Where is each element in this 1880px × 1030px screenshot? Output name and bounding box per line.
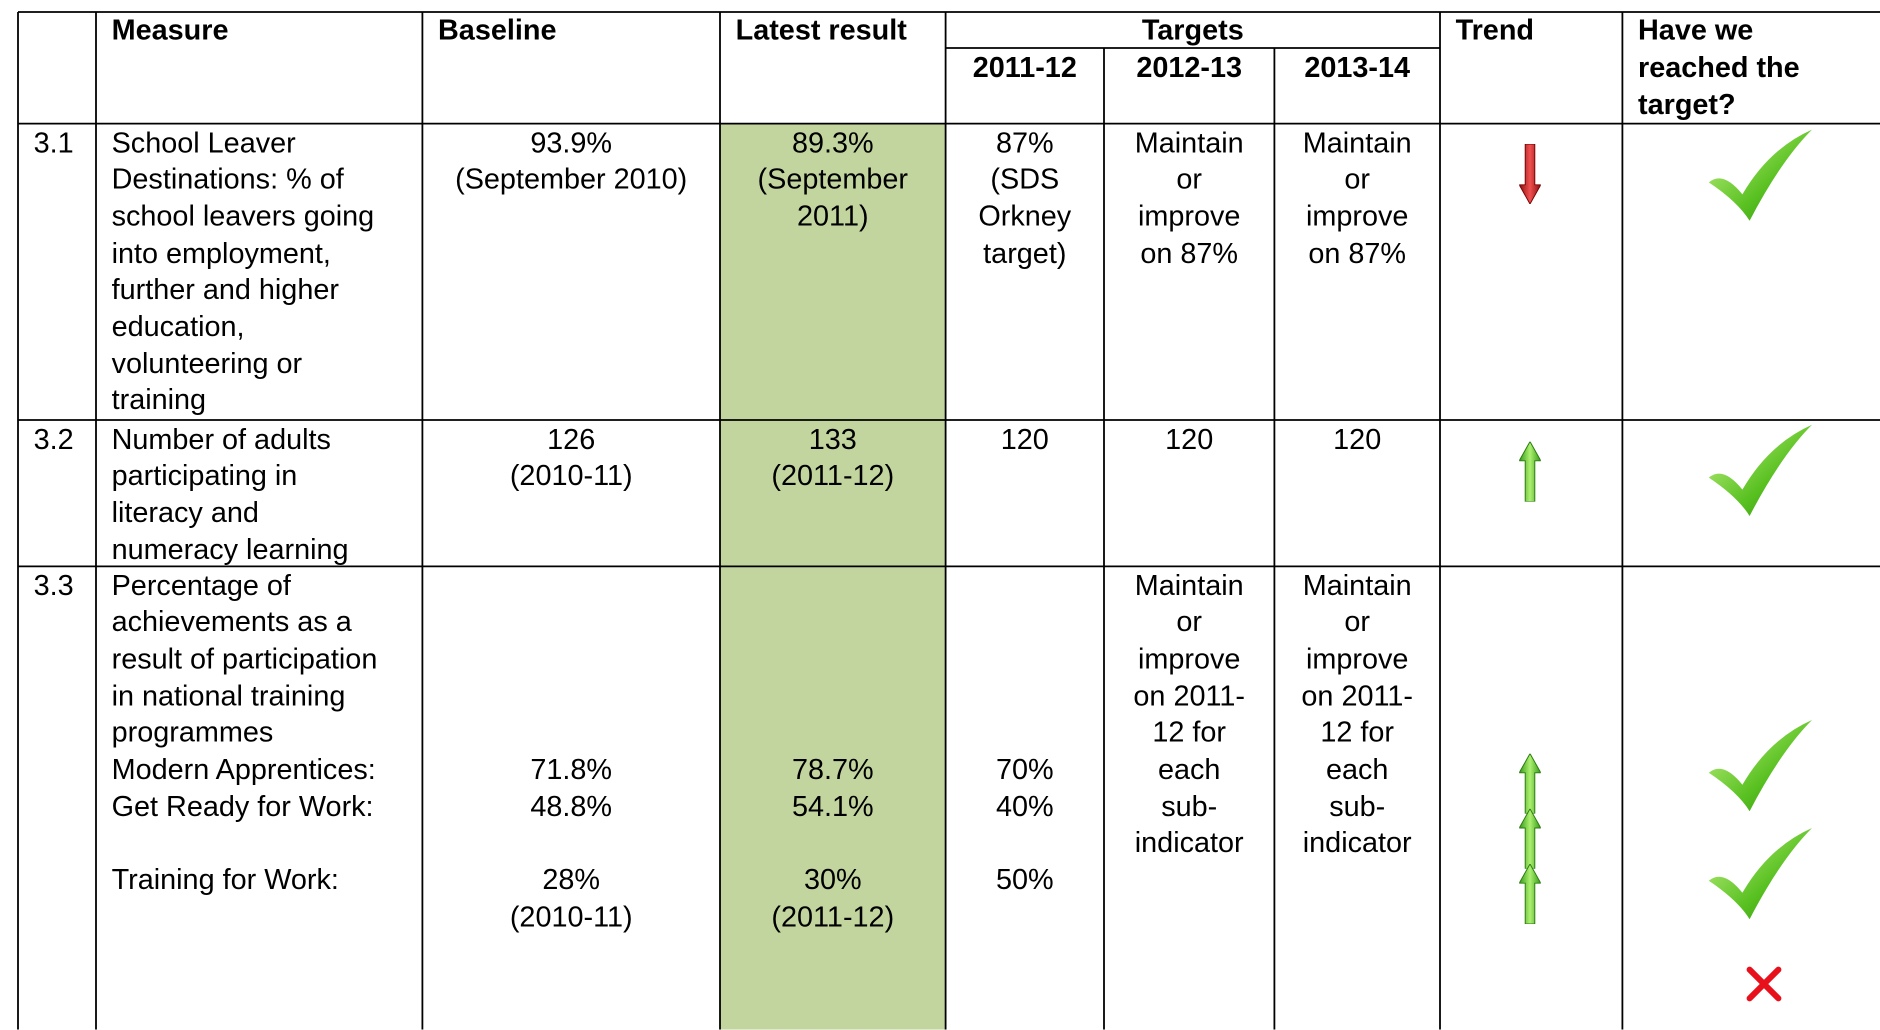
trend-up-icon xyxy=(1519,864,1541,925)
measure-text: programmes xyxy=(111,716,274,750)
target-text: on 87% xyxy=(1140,237,1239,270)
trend-down-icon xyxy=(1519,144,1541,205)
header-cell: Targets xyxy=(1141,13,1244,47)
header-cell: reached the xyxy=(1638,51,1800,84)
header-cell: 2012-13 xyxy=(1136,51,1243,84)
target-text: improve xyxy=(1137,200,1241,233)
sub-indicator-name: Get Ready for Work: xyxy=(111,790,374,823)
measure-text: volunteering or xyxy=(111,347,303,381)
target-text: on 2011- xyxy=(1301,679,1413,713)
baseline-text: (2010-11) xyxy=(509,459,633,493)
target-text: improve xyxy=(1137,643,1241,676)
header-cell: 2013-14 xyxy=(1304,51,1411,84)
measure-text: achievements as a xyxy=(111,606,352,639)
baseline-text: 71.8% xyxy=(530,753,613,787)
header-cell: Latest result xyxy=(735,13,907,47)
target-text: sub- xyxy=(1161,790,1218,823)
header-cell: 2011-12 xyxy=(972,51,1077,84)
target-text: 120 xyxy=(1333,423,1382,456)
measure-text: further and higher xyxy=(111,273,339,307)
target-text: indicator xyxy=(1302,827,1412,860)
latest-text: 89.3% xyxy=(791,126,874,159)
latest-text: (2011-12) xyxy=(771,459,895,493)
target-text: Maintain xyxy=(1134,126,1244,159)
latest-text: 133 xyxy=(808,423,857,456)
cross-icon xyxy=(1746,966,1782,1002)
target-text: (SDS xyxy=(990,163,1060,196)
measure-text: in national training xyxy=(111,679,346,713)
baseline-text: (September 2010) xyxy=(455,163,688,196)
latest-text: 78.7% xyxy=(791,753,874,787)
header-cell: Have we xyxy=(1638,13,1754,47)
target-text: on 2011- xyxy=(1133,679,1245,713)
target-text: 12 for xyxy=(1152,716,1227,750)
baseline-text: 28% xyxy=(542,864,601,897)
target-text: sub- xyxy=(1329,790,1386,823)
trend-up-icon xyxy=(1519,441,1541,502)
latest-text: 54.1% xyxy=(791,790,874,823)
baseline-text: 126 xyxy=(547,423,596,456)
target-text: 50% xyxy=(995,864,1054,897)
measure-text: Percentage of xyxy=(111,569,291,602)
sub-indicator-name: Training for Work: xyxy=(111,864,339,897)
target-text: each xyxy=(1325,753,1389,787)
target-text: indicator xyxy=(1134,827,1244,860)
row-number: 3.3 xyxy=(33,569,74,602)
target-text: improve xyxy=(1305,200,1409,233)
measure-text: into employment, xyxy=(111,237,331,270)
sub-indicator-name: Modern Apprentices: xyxy=(111,753,376,787)
header-cell: Measure xyxy=(111,13,229,47)
header-cell: Baseline xyxy=(438,13,557,47)
measure-text: literacy and xyxy=(111,496,259,530)
measure-text: participating in xyxy=(111,459,298,493)
target-text: 12 for xyxy=(1320,716,1395,750)
target-text: target) xyxy=(983,237,1067,270)
latest-text: 30% xyxy=(803,864,862,897)
latest-text: (2011-12) xyxy=(771,900,895,934)
trend-up-icon xyxy=(1519,808,1541,869)
check-icon xyxy=(1708,720,1813,812)
target-text: 120 xyxy=(1000,423,1049,456)
measure-text: Destinations: % of xyxy=(111,163,344,196)
trend-up-icon xyxy=(1519,753,1541,814)
measure-text: result of participation xyxy=(111,643,378,676)
target-text: Maintain xyxy=(1302,569,1412,602)
target-text: or xyxy=(1176,606,1203,639)
target-text: or xyxy=(1344,606,1371,639)
target-text: 87% xyxy=(995,126,1054,159)
check-icon xyxy=(1708,129,1813,221)
measure-text: education, xyxy=(111,310,245,344)
row-number: 3.1 xyxy=(33,126,74,159)
row-number: 3.2 xyxy=(33,423,74,456)
target-text: improve xyxy=(1305,643,1409,676)
target-text: or xyxy=(1176,163,1203,196)
measure-text: school leavers going xyxy=(111,200,375,233)
check-icon xyxy=(1708,424,1813,516)
measure-text: training xyxy=(111,384,207,417)
check-icon xyxy=(1708,828,1813,920)
header-cell: target? xyxy=(1638,88,1736,121)
target-text: 40% xyxy=(995,790,1054,823)
baseline-text: 93.9% xyxy=(530,126,613,159)
header-cell: Trend xyxy=(1455,13,1535,47)
target-text: Maintain xyxy=(1302,126,1412,159)
target-text: 120 xyxy=(1165,423,1214,456)
target-text: Maintain xyxy=(1134,569,1244,602)
latest-text: (September xyxy=(757,163,909,196)
latest-column-shading xyxy=(720,123,946,1030)
target-text: each xyxy=(1157,753,1221,787)
baseline-text: 48.8% xyxy=(530,790,613,823)
target-text: 70% xyxy=(995,753,1054,787)
measure-text: numeracy learning xyxy=(111,533,349,566)
latest-text: 2011) xyxy=(797,200,869,233)
measure-text: School Leaver xyxy=(111,126,296,159)
target-text: Orkney xyxy=(978,200,1072,233)
measure-text: Number of adults xyxy=(111,423,331,456)
target-text: on 87% xyxy=(1308,237,1407,270)
target-text: or xyxy=(1344,163,1371,196)
baseline-text: (2010-11) xyxy=(509,900,633,934)
